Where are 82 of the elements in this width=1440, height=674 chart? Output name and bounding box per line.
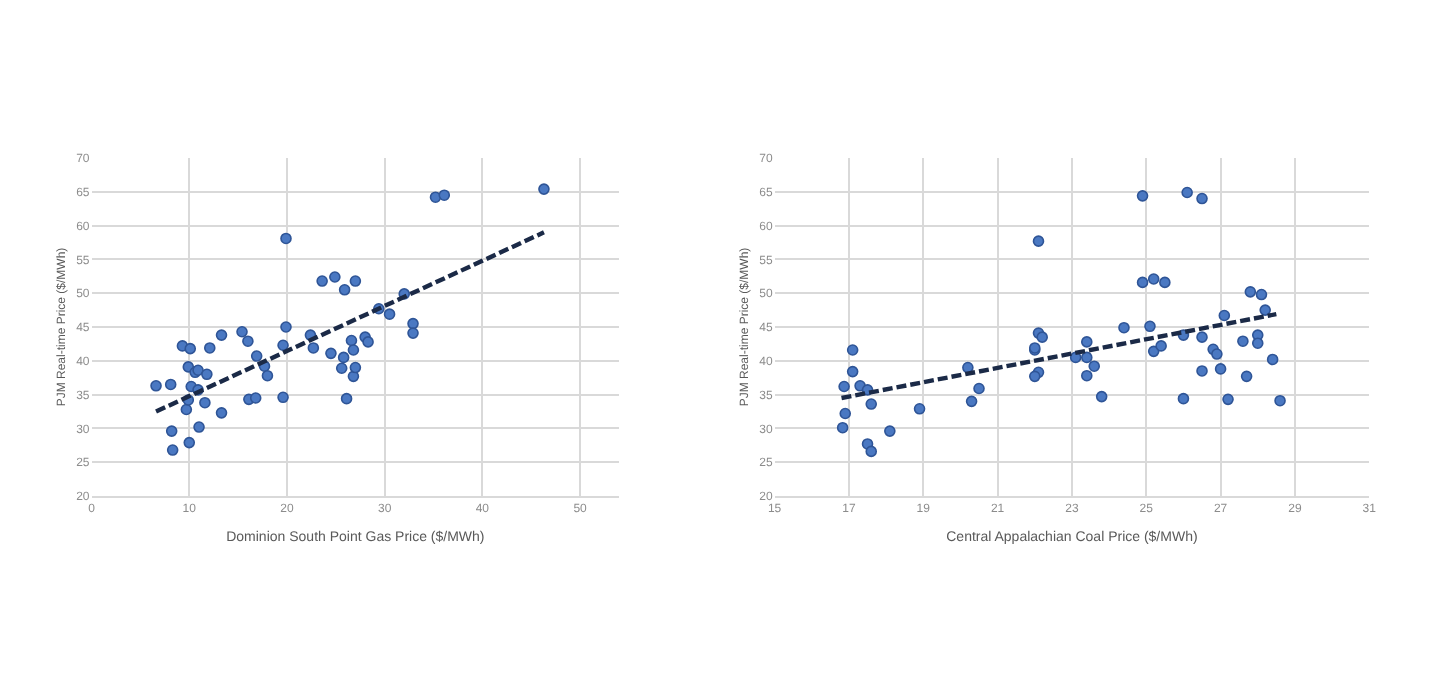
point xyxy=(215,329,228,341)
point xyxy=(429,191,442,203)
point xyxy=(1259,304,1271,316)
point xyxy=(1181,186,1193,199)
point xyxy=(280,232,292,245)
point xyxy=(1244,286,1257,298)
point xyxy=(838,380,850,393)
point xyxy=(865,445,878,458)
point xyxy=(1088,360,1101,372)
point xyxy=(164,378,177,391)
point xyxy=(1214,363,1227,375)
point xyxy=(337,351,350,364)
point xyxy=(349,361,362,374)
point xyxy=(913,403,926,415)
point xyxy=(538,183,550,195)
point xyxy=(1218,309,1231,322)
point xyxy=(277,391,289,404)
point xyxy=(1255,288,1268,301)
point xyxy=(1032,235,1045,247)
point xyxy=(338,284,351,296)
point xyxy=(1095,390,1108,403)
point xyxy=(1144,320,1156,333)
point xyxy=(1222,393,1234,406)
point xyxy=(316,275,328,287)
point xyxy=(250,350,263,362)
point xyxy=(166,444,179,456)
point xyxy=(325,347,337,360)
point xyxy=(349,275,362,287)
point xyxy=(307,342,320,354)
point xyxy=(1240,370,1253,383)
point xyxy=(249,392,262,404)
point xyxy=(1266,353,1279,366)
point xyxy=(242,335,254,347)
point xyxy=(965,395,978,408)
point xyxy=(329,271,341,283)
point xyxy=(1196,365,1208,377)
point xyxy=(184,342,197,355)
point xyxy=(1081,336,1093,348)
point xyxy=(836,421,849,434)
point xyxy=(438,189,451,201)
point xyxy=(183,436,196,449)
point xyxy=(215,407,228,419)
point xyxy=(261,369,274,382)
point xyxy=(340,392,353,405)
point xyxy=(407,327,419,339)
point xyxy=(407,317,419,330)
point xyxy=(1136,190,1149,202)
point xyxy=(1155,340,1167,352)
point xyxy=(1081,369,1093,382)
point xyxy=(1274,394,1286,407)
point xyxy=(165,425,178,437)
point xyxy=(383,308,396,320)
point xyxy=(1159,276,1171,289)
point xyxy=(203,342,216,354)
point xyxy=(1237,335,1249,347)
point xyxy=(865,398,878,410)
point xyxy=(846,344,859,356)
point xyxy=(236,325,248,338)
point xyxy=(973,382,985,395)
point xyxy=(1251,337,1264,350)
point xyxy=(199,396,211,409)
point xyxy=(362,336,374,348)
point xyxy=(1081,351,1093,364)
point xyxy=(846,365,859,378)
point xyxy=(347,344,360,356)
point xyxy=(1177,392,1190,405)
point xyxy=(335,362,348,375)
point xyxy=(280,321,292,333)
point xyxy=(1196,192,1208,205)
point xyxy=(839,407,852,420)
point xyxy=(1196,331,1208,343)
point xyxy=(1211,348,1223,360)
point xyxy=(1147,273,1160,285)
point xyxy=(345,334,358,347)
point xyxy=(201,368,213,381)
point xyxy=(277,339,289,352)
point xyxy=(150,380,162,392)
point xyxy=(180,403,193,416)
point xyxy=(1136,276,1149,289)
point xyxy=(193,421,205,433)
point xyxy=(1118,321,1130,334)
point xyxy=(884,425,896,437)
